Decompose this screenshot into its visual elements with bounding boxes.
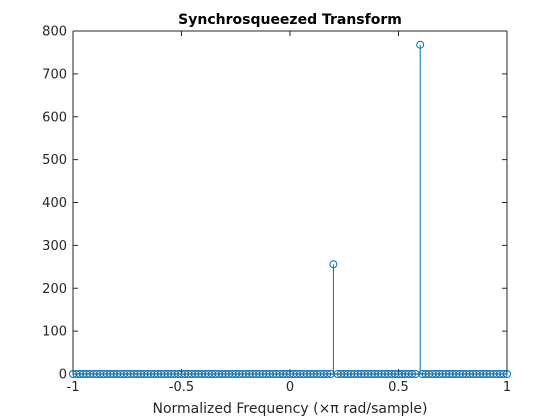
x-axis-label: Normalized Frequency (×π rad/sample)	[153, 401, 428, 417]
stem-marker	[503, 370, 511, 378]
y-tick-label: 500	[42, 153, 67, 168]
x-axis-ticks: -1 -0.5 0 0.5 1	[67, 31, 511, 395]
stem-marker	[408, 370, 417, 378]
x-tick-label: -1	[67, 380, 80, 395]
y-tick-label: 300	[42, 239, 67, 254]
x-tick-label: -0.5	[169, 380, 194, 395]
y-tick-label: 200	[42, 282, 67, 297]
plot-area	[72, 30, 508, 375]
stem-marker	[416, 40, 425, 49]
plot-background	[73, 31, 507, 374]
x-tick-label: 0.5	[388, 380, 409, 395]
y-tick-label: 700	[42, 67, 67, 82]
stem-series	[69, 40, 511, 378]
y-tick-label: 0	[59, 368, 67, 383]
y-tick-label: 100	[42, 325, 67, 340]
y-tick-label: 600	[42, 110, 67, 125]
stem-marker	[329, 260, 338, 269]
y-tick-label: 800	[42, 25, 67, 40]
stem-marker	[499, 370, 508, 378]
y-axis-ticks: 0 100 200 300 400 500 600 700 800	[42, 25, 507, 383]
x-tick-label: 1	[503, 380, 511, 395]
y-tick-label: 400	[42, 196, 67, 211]
chart-title: Synchrosqueezed Transform	[178, 12, 402, 28]
x-tick-label: 0	[286, 380, 294, 395]
stem-marker	[323, 370, 332, 378]
